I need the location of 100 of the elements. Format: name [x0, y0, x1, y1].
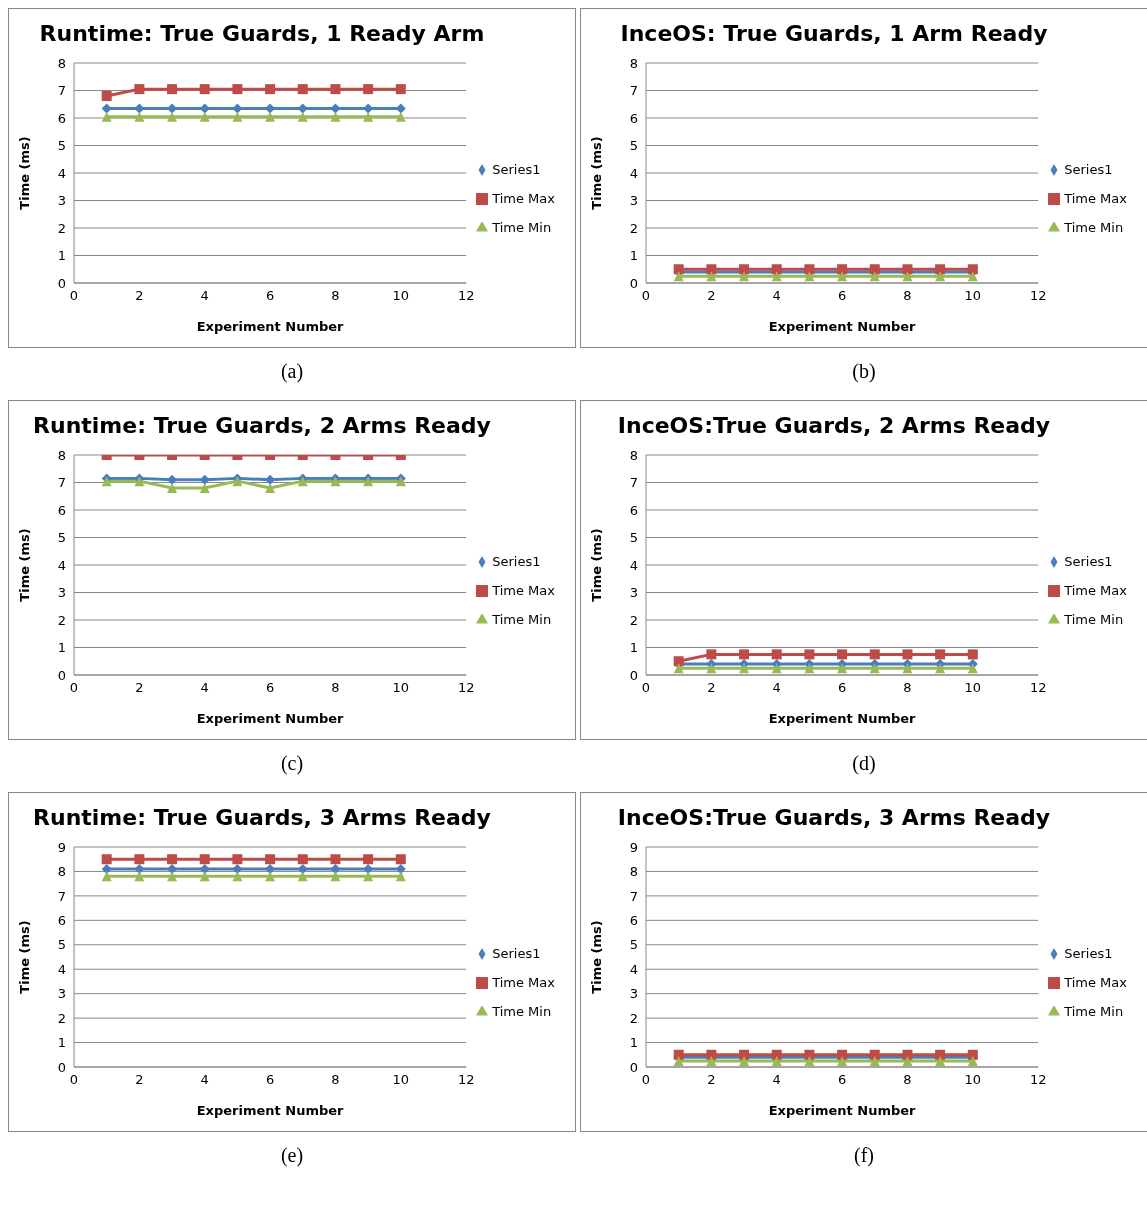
y-tick-label: 2: [57, 220, 66, 236]
point: [101, 854, 112, 865]
x-axis-title: Experiment Number: [768, 1103, 917, 1118]
y-axis-title: Time (ms): [588, 920, 604, 994]
y-tick-label: 4: [57, 557, 66, 573]
x-tick-label: 4: [200, 1072, 209, 1088]
y-tick-label: 9: [57, 839, 66, 855]
x-tick-label: 10: [964, 680, 982, 696]
point: [771, 649, 782, 660]
chart-title: Runtime: True Guards, 1 Ready Arm: [38, 20, 486, 48]
point: [265, 854, 276, 865]
point: [101, 91, 112, 101]
point: [330, 84, 341, 95]
point: [297, 111, 308, 122]
x-axis-title: Experiment Number: [196, 319, 345, 334]
legend-label: Time Max: [1064, 582, 1127, 598]
y-tick-label: 1: [629, 640, 638, 656]
text: (c): [280, 752, 304, 774]
y-tick-label: 3: [629, 986, 638, 1002]
x-tick-label: 6: [837, 1072, 847, 1088]
x-tick-label: 8: [903, 288, 912, 304]
x-tick-label: 0: [641, 1072, 651, 1088]
y-tick-label: 8: [629, 55, 638, 71]
point: [869, 663, 880, 674]
y-tick-label: 1: [57, 640, 66, 656]
x-axis-title: Experiment Number: [768, 319, 917, 334]
point: [739, 663, 750, 674]
y-tick-label: 1: [57, 248, 66, 264]
y-tick-label: 4: [57, 165, 66, 181]
y-tick-label: 7: [629, 475, 638, 491]
chart-title: InceOS:True Guards, 3 Arms Ready: [616, 804, 1052, 832]
point: [330, 854, 341, 865]
y-tick-label: 4: [57, 961, 66, 977]
y-tick-label: 7: [629, 888, 638, 904]
point: [199, 871, 210, 882]
y-tick-label: 8: [629, 864, 638, 880]
x-tick-label: 0: [641, 680, 651, 696]
legend-label: Time Min: [1064, 1003, 1124, 1019]
x-tick-label: 12: [457, 1072, 475, 1088]
x-tick-label: 10: [392, 680, 410, 696]
y-tick-label: 0: [629, 1059, 638, 1075]
y-tick-label: 2: [57, 612, 66, 628]
point: [395, 111, 406, 122]
point: [967, 663, 978, 674]
x-tick-label: 2: [707, 680, 716, 696]
x-tick-label: 2: [135, 288, 144, 304]
y-tick-label: 0: [57, 667, 66, 683]
x-tick-label: 10: [964, 1072, 982, 1088]
x-tick-label: 8: [903, 1072, 912, 1088]
x-tick-label: 8: [331, 680, 340, 696]
point: [967, 649, 978, 660]
x-tick-label: 12: [1029, 1072, 1047, 1088]
point: [837, 663, 848, 674]
point: [804, 663, 815, 674]
x-tick-label: 2: [707, 1072, 716, 1088]
y-tick-label: 0: [629, 275, 638, 291]
legend-label: Time Max: [492, 190, 555, 206]
point: [167, 84, 178, 95]
point: [101, 111, 112, 122]
y-tick-label: 5: [629, 138, 638, 154]
y-tick-label: 1: [629, 1035, 638, 1051]
y-tick-label: 0: [57, 1059, 66, 1075]
y-tick-label: 8: [57, 447, 66, 463]
y-tick-label: 3: [629, 585, 638, 601]
point: [297, 854, 308, 865]
point: [232, 84, 243, 95]
point: [232, 864, 243, 874]
point: [706, 649, 717, 660]
x-tick-label: 8: [331, 288, 340, 304]
point: [363, 854, 374, 865]
y-tick-label: 3: [57, 986, 66, 1002]
point: [902, 649, 913, 660]
x-tick-label: 8: [331, 1072, 340, 1088]
legend-label: Time Min: [1064, 219, 1124, 235]
y-tick-label: 8: [57, 864, 66, 880]
point: [869, 649, 880, 660]
x-tick-label: 6: [265, 680, 275, 696]
y-tick-label: 5: [57, 937, 66, 953]
y-tick-label: 5: [57, 530, 66, 546]
y-tick-label: 5: [629, 937, 638, 953]
point: [395, 871, 406, 882]
x-axis-title: Experiment Number: [196, 711, 345, 726]
point: [134, 854, 145, 865]
x-tick-label: 6: [265, 1072, 275, 1088]
point: [232, 854, 243, 865]
point: [265, 111, 276, 122]
x-tick-label: 10: [392, 288, 410, 304]
point: [363, 84, 374, 95]
x-tick-label: 2: [707, 288, 716, 304]
y-tick-label: 6: [629, 912, 638, 928]
x-tick-label: 6: [837, 288, 847, 304]
y-tick-label: 6: [629, 502, 638, 518]
y-tick-label: 3: [57, 585, 66, 601]
y-tick-label: 1: [629, 248, 638, 264]
x-tick-label: 6: [265, 288, 275, 304]
x-tick-label: 2: [135, 680, 144, 696]
y-tick-label: 3: [629, 193, 638, 209]
point: [935, 649, 946, 660]
point: [935, 663, 946, 674]
point: [395, 854, 406, 865]
